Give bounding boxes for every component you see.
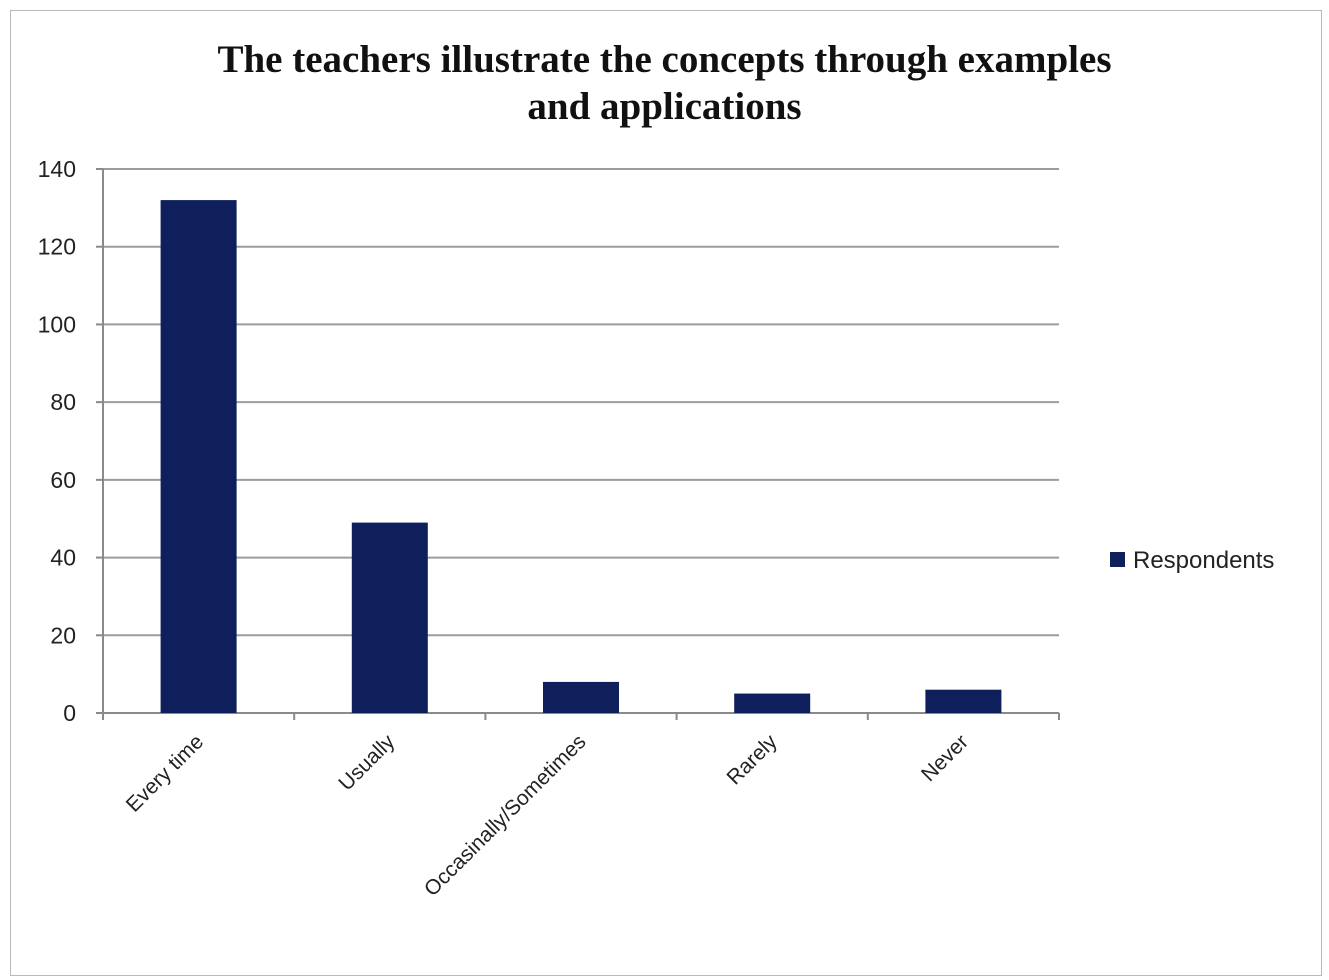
y-tick-label: 140 [38, 156, 76, 182]
x-category-label: Usually [334, 730, 399, 795]
bar-occasinally-sometimes [543, 681, 619, 713]
y-tick-label: 120 [38, 234, 76, 260]
bar-never [925, 689, 1002, 713]
x-category-label: Rarely [723, 730, 783, 790]
bar-usually [351, 522, 428, 713]
y-tick-label: 80 [50, 389, 76, 415]
chart-title-line-1: The teachers illustrate the concepts thr… [217, 38, 1112, 81]
y-tick-label: 20 [50, 622, 76, 648]
legend-swatch [1110, 552, 1125, 567]
bar-every-time [160, 200, 237, 714]
chart-title-line-2: and applications [527, 85, 802, 128]
x-category-label: Never [917, 730, 973, 786]
bar-rarely [734, 693, 811, 713]
chart-title: The teachers illustrate the concepts thr… [0, 36, 1329, 130]
y-tick-label: 100 [38, 311, 76, 337]
legend-label: Respondents [1133, 547, 1274, 574]
x-category-label: Occasinally/Sometimes [420, 730, 591, 901]
x-category-label: Every time [122, 730, 208, 816]
y-tick-label: 0 [63, 700, 76, 726]
y-tick-label: 60 [50, 467, 76, 493]
y-tick-label: 40 [50, 545, 76, 571]
